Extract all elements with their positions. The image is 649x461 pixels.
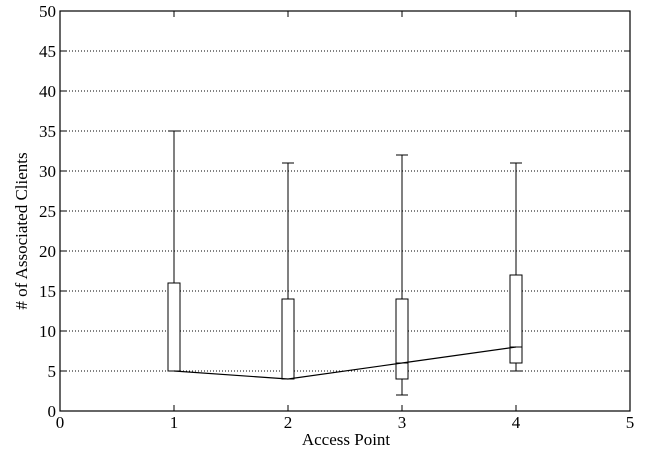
y-tick-label: 45 xyxy=(39,42,56,61)
y-axis-label: # of Associated Clients xyxy=(12,152,31,309)
y-tick-label: 30 xyxy=(39,162,56,181)
x-tick-label: 1 xyxy=(170,413,179,432)
x-axis-label: Access Point xyxy=(302,430,391,449)
median-line xyxy=(173,346,517,380)
x-tick-label: 2 xyxy=(284,413,293,432)
x-tick-label: 3 xyxy=(398,413,407,432)
y-tick-label: 35 xyxy=(39,122,56,141)
box-iqr xyxy=(509,274,523,364)
grid-lines xyxy=(60,50,630,372)
x-tick-label: 4 xyxy=(512,413,521,432)
box-iqr xyxy=(395,298,409,380)
x-tick-label: 0 xyxy=(56,413,65,432)
boxes xyxy=(167,130,523,396)
box-iqr xyxy=(167,282,181,372)
y-tick-label: 15 xyxy=(39,282,56,301)
x-tick-label: 5 xyxy=(626,413,635,432)
y-tick-label: 20 xyxy=(39,242,56,261)
y-tick-label: 0 xyxy=(48,402,57,421)
y-tick-label: 5 xyxy=(48,362,57,381)
y-tick-label: 10 xyxy=(39,322,56,341)
y-tick-label: 40 xyxy=(39,82,56,101)
box-iqr xyxy=(281,298,295,380)
y-tick-label: 25 xyxy=(39,202,56,221)
y-tick-label: 50 xyxy=(39,2,56,21)
